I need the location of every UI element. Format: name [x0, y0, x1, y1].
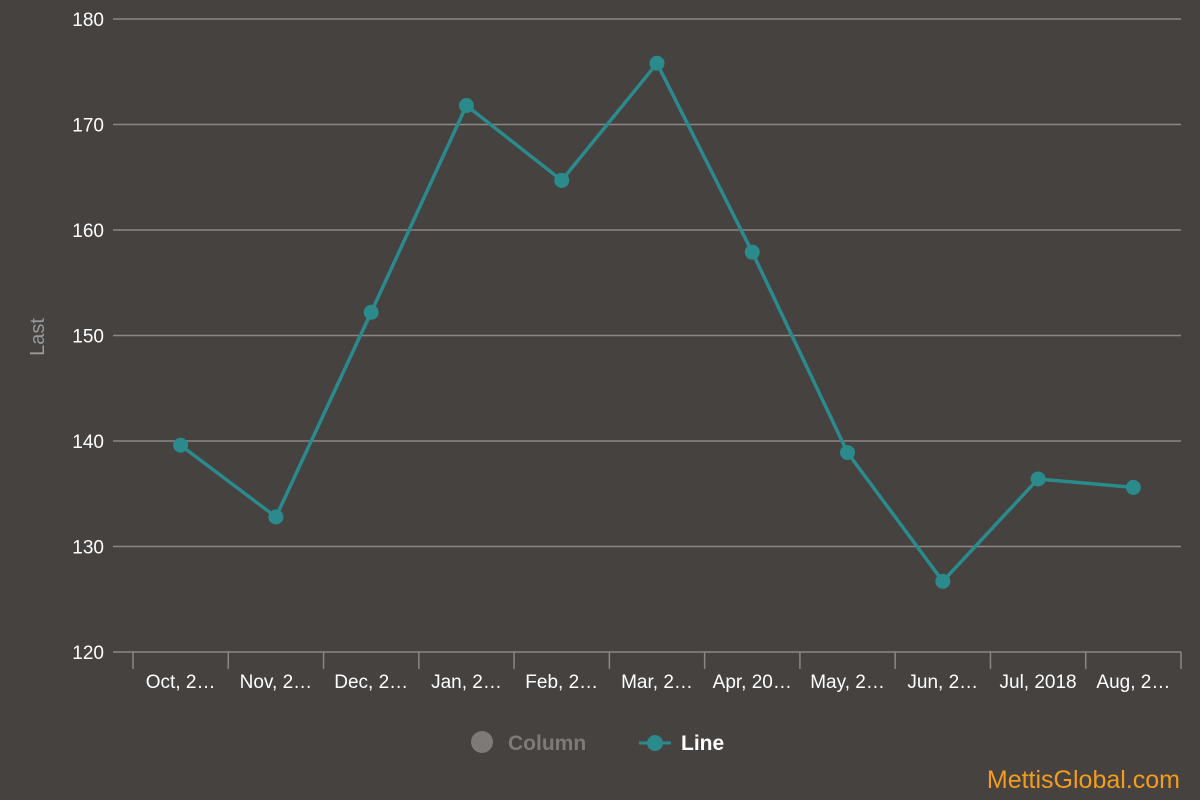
gridlines	[113, 18, 1181, 653]
x-tick-label: Jul, 2018	[1000, 672, 1077, 693]
y-axis-ticks: 120 130 140 150 160 170 180	[72, 10, 104, 664]
series-line[interactable]	[173, 55, 1141, 589]
legend-line-label: Line	[681, 732, 724, 755]
y-tick-label: 130	[72, 538, 104, 559]
data-point[interactable]	[268, 509, 284, 525]
x-tick-label: May, 2…	[810, 672, 885, 693]
legend-column-marker	[471, 731, 493, 753]
watermark-text[interactable]: MettisGlobal.com	[987, 766, 1180, 794]
x-tick-label: Dec, 2…	[334, 672, 408, 693]
y-tick-label: 180	[72, 10, 104, 31]
y-tick-label: 150	[72, 327, 104, 348]
y-tick-label: 160	[72, 221, 104, 242]
data-point[interactable]	[173, 437, 189, 453]
data-point[interactable]	[1030, 471, 1046, 487]
data-point[interactable]	[363, 304, 379, 320]
legend-column-label: Column	[508, 732, 586, 755]
x-tick-label: Oct, 2…	[146, 672, 216, 693]
x-tick-label: Apr, 20…	[713, 672, 792, 693]
data-point[interactable]	[458, 98, 474, 114]
y-axis-title: Last	[27, 318, 49, 356]
data-point[interactable]	[840, 445, 856, 461]
x-tick-label: Feb, 2…	[525, 672, 598, 693]
legend-item-line[interactable]: Line	[639, 732, 724, 755]
data-point[interactable]	[649, 55, 665, 71]
data-point[interactable]	[1125, 479, 1141, 495]
x-tick-label: Aug, 2…	[1096, 672, 1170, 693]
y-tick-label: 120	[72, 643, 104, 664]
x-tick-label: Jan, 2…	[431, 672, 502, 693]
series-path	[179, 61, 1134, 584]
x-tick-label: Nov, 2…	[240, 672, 313, 693]
y-tick-label: 140	[72, 432, 104, 453]
data-point[interactable]	[935, 573, 951, 589]
x-tick-label: Mar, 2…	[621, 672, 693, 693]
data-point[interactable]	[554, 172, 570, 188]
y-tick-label: 170	[72, 116, 104, 137]
x-tick-label: Jun, 2…	[907, 672, 978, 693]
x-axis: Oct, 2… Nov, 2… Dec, 2… Jan, 2… Feb, 2… Mar, …	[132, 652, 1182, 693]
legend-item-column[interactable]: Column	[471, 731, 586, 755]
legend-line-marker	[647, 735, 663, 751]
data-point[interactable]	[744, 244, 760, 260]
legend: Column Line	[471, 731, 724, 755]
